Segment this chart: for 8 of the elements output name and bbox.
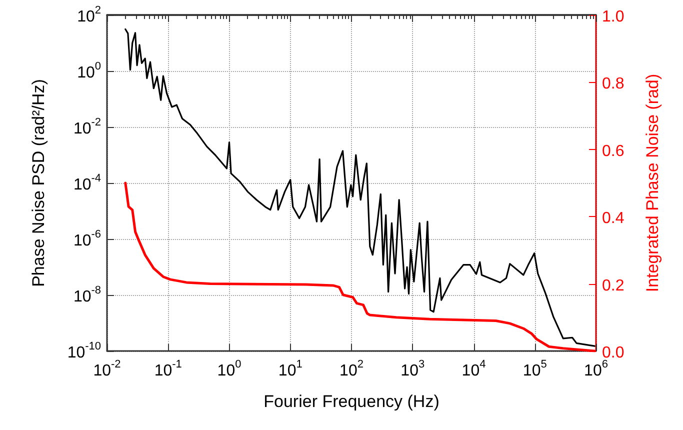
y2-tick-label: 0.8: [602, 76, 624, 93]
y-axis-title: Phase Noise PSD (rad²/Hz): [29, 79, 48, 287]
y2-tick-label: 0.2: [602, 277, 624, 294]
x-axis-title: Fourier Frequency (Hz): [264, 392, 440, 411]
y2-tick-label: 0.4: [602, 210, 624, 228]
y2-tick-label: 1.0: [602, 8, 624, 26]
y2-tick-label: 0.6: [602, 142, 624, 160]
y2-axis-title: Integrated Phase Noise (rad): [643, 74, 662, 292]
